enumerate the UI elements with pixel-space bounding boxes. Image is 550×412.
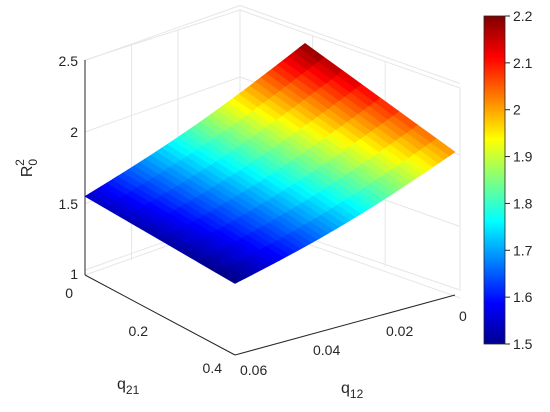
colorbar-tick-label: 2.1 bbox=[513, 55, 533, 71]
svg-text:R02: R02 bbox=[13, 159, 40, 178]
y-tick-0-4: 0.4 bbox=[203, 360, 223, 376]
colorbar-tick-label: 1.7 bbox=[513, 242, 533, 258]
y-tick-0-2: 0.2 bbox=[129, 323, 149, 339]
colorbar-tick-label: 1.8 bbox=[513, 195, 533, 211]
z-tick-2-5: 2.5 bbox=[59, 53, 79, 69]
x-tick-0-04: 0.04 bbox=[313, 342, 340, 358]
colorbar-ticks: 1.5 1.6 1.7 1.8 1.9 2 2.1 2.2 bbox=[505, 8, 533, 352]
x-tick-0: 0 bbox=[459, 308, 467, 324]
x-tick-0-06: 0.06 bbox=[240, 362, 267, 378]
surface-patch bbox=[298, 43, 325, 62]
z-tick-2: 2 bbox=[70, 124, 78, 140]
gridline bbox=[84, 5, 241, 61]
y-tick-0: 0 bbox=[65, 285, 73, 301]
colorbar-tick-label: 1.6 bbox=[513, 289, 533, 305]
z-tick-1: 1 bbox=[70, 266, 78, 282]
x-tick-0-02: 0.02 bbox=[386, 323, 413, 339]
y-axis-label: q21 bbox=[117, 376, 140, 397]
z-tick-1-5: 1.5 bbox=[59, 196, 79, 212]
x-axis-label: q12 bbox=[341, 380, 364, 401]
x-axis-line bbox=[234, 294, 456, 356]
colorbar bbox=[483, 15, 506, 345]
colorbar-tick-label: 1.9 bbox=[513, 149, 533, 165]
gridline bbox=[239, 5, 461, 84]
colorbar-tick-label: 2 bbox=[513, 102, 521, 118]
surface-mesh bbox=[84, 43, 456, 284]
y-axis-line bbox=[84, 274, 236, 356]
gridline bbox=[84, 76, 241, 133]
colorbar-tick-label: 2.2 bbox=[513, 8, 533, 24]
z-axis-label: R02 bbox=[13, 159, 40, 178]
colorbar-tick-label: 1.5 bbox=[513, 336, 533, 352]
